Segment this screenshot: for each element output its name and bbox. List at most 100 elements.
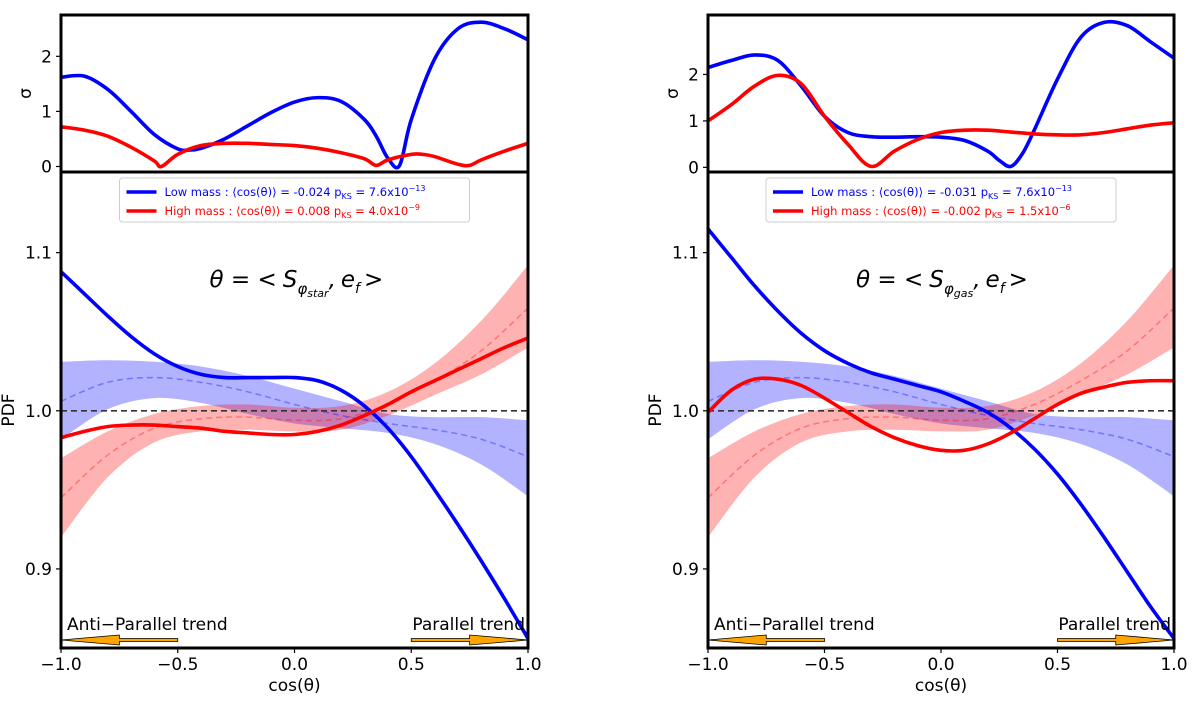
legend-eq: = 4.0x10: [352, 204, 409, 218]
parallel-arrow: [1057, 634, 1175, 646]
legend-sub: KS: [992, 211, 1002, 220]
formula-sub-name: gas: [954, 287, 974, 300]
xtick-label: −1.0: [687, 655, 728, 675]
legend-eq: = 7.6x10: [998, 185, 1055, 199]
pdf-line-low-mass: [708, 227, 1174, 640]
legend-entry: High mass : ⟨cos(θ)⟩ = -0.002 pKS = 1.5x…: [811, 203, 1071, 220]
formula-close: >: [1009, 267, 1028, 293]
sigma-line-low-mass: [708, 19, 1174, 169]
xtick-label: −1.0: [40, 655, 81, 675]
legend-exp: −9: [408, 203, 420, 212]
legend-sub: KS: [988, 192, 998, 201]
main-ytick-label: 1.1: [25, 244, 52, 264]
sigma-axes-frame: [706, 13, 1176, 174]
legend: Low mass : ⟨cos(θ)⟩ = -0.024 pKS = 7.6x1…: [119, 177, 470, 223]
xtick-label: 0.5: [398, 655, 425, 675]
sigma-plot-area: [61, 20, 528, 170]
formula-sub-name: star: [307, 287, 330, 300]
main-axes-frame: [706, 170, 1176, 650]
sigma-ylabel: σ: [16, 88, 36, 99]
legend-frame: [765, 177, 1117, 223]
panel-right: 0 1 2σ Anti−Parallel trend Parallel trend 0.9…: [646, 13, 1188, 696]
formula-comma: ,: [329, 267, 336, 293]
legend-eq: = 1.5x10: [1002, 204, 1059, 218]
pdf-ylabel: PDF: [0, 393, 19, 426]
anti-parallel-label: Anti−Parallel trend: [714, 615, 875, 635]
formula-sub-phi: φ: [297, 280, 307, 298]
formula-sub-f: f: [355, 281, 362, 297]
main-plot-area: [61, 265, 528, 640]
theta-formula: θ = < Sφgas, ef >: [856, 267, 1028, 300]
legend-exp: −6: [1059, 203, 1071, 212]
legend-label: Low mass : ⟨cos(θ)⟩ = -0.031 p: [811, 185, 988, 199]
band-median-random-low-mass: [708, 376, 1174, 458]
legend-frame: [119, 177, 470, 223]
parallel-arrow: [410, 634, 529, 646]
legend-sub: KS: [341, 211, 351, 220]
band-median-random-high-mass: [708, 307, 1174, 499]
formula-comma: ,: [973, 267, 980, 293]
pdf-ylabel: PDF: [646, 393, 666, 426]
band-random-low-mass: [61, 360, 528, 497]
xtick-label: 1.0: [1160, 655, 1187, 675]
band-median-random-low-mass: [61, 376, 528, 458]
main-ytick-label: 0.9: [672, 560, 699, 580]
formula-vector-s: S: [929, 267, 944, 293]
anti-parallel-label: Anti−Parallel trend: [67, 615, 228, 635]
theta-formula: θ = < Sφstar, ef >: [210, 267, 384, 300]
sigma-ylabel: σ: [663, 88, 683, 99]
anti-parallel-arrow: [60, 634, 179, 646]
main-ytick-label: 1.0: [672, 402, 699, 422]
legend: Low mass : ⟨cos(θ)⟩ = -0.031 pKS = 7.6x1…: [765, 177, 1117, 223]
legend-exp: −13: [1055, 184, 1072, 193]
legend-label: Low mass : ⟨cos(θ)⟩ = -0.024 p: [165, 185, 342, 199]
parallel-label: Parallel trend: [1058, 615, 1171, 635]
x-axis-label: cos(θ): [915, 676, 967, 696]
parallel-label: Parallel trend: [412, 615, 525, 635]
band-random-low-mass: [708, 360, 1174, 497]
formula-sub-phi: φ: [944, 280, 954, 298]
sigma-ytick-label: 1: [41, 102, 52, 122]
sigma-line-low-mass: [61, 20, 528, 170]
pdf-line-high-mass: [708, 376, 1174, 453]
sigma-ytick-label: 0: [688, 158, 699, 178]
sigma-line-high-mass: [61, 125, 528, 169]
formula-sub-f: f: [1000, 281, 1007, 297]
formula-vector-e: e: [341, 267, 355, 293]
xtick-label: 0.5: [1044, 655, 1071, 675]
pdf-line-high-mass: [61, 336, 528, 440]
xtick-label: 0.0: [927, 655, 954, 675]
formula-vector-s: S: [283, 267, 298, 293]
formula-theta: θ = <: [856, 267, 923, 293]
sigma-ytick-label: 0: [41, 157, 52, 177]
legend-label: High mass : ⟨cos(θ)⟩ = -0.002 p: [811, 204, 992, 218]
formula-theta: θ = <: [210, 267, 277, 293]
legend-exp: −13: [409, 184, 426, 193]
panel-left: 0 1 2 σ Anti−Parallel trend Parallel trend 0.9…: [0, 13, 542, 696]
sigma-ytick-label: 2: [41, 47, 52, 67]
pdf-line-low-mass: [61, 270, 528, 640]
main-ytick-label: 1.1: [672, 244, 699, 264]
xtick-label: 1.0: [514, 655, 541, 675]
legend-entry: High mass : ⟨cos(θ)⟩ = 0.008 pKS = 4.0x1…: [165, 203, 420, 220]
legend-eq: = 7.6x10: [352, 185, 409, 199]
main-ytick-label: 1.0: [25, 402, 52, 422]
legend-entry: Low mass : ⟨cos(θ)⟩ = -0.031 pKS = 7.6x1…: [811, 184, 1072, 201]
formula-vector-e: e: [986, 267, 1000, 293]
main-axes-frame: [59, 170, 530, 650]
legend-entry: Low mass : ⟨cos(θ)⟩ = -0.024 pKS = 7.6x1…: [165, 184, 426, 201]
anti-parallel-arrow: [707, 634, 825, 646]
legend-sub: KS: [342, 192, 352, 201]
xtick-label: −0.5: [804, 655, 845, 675]
formula-close: >: [364, 267, 383, 293]
sigma-plot-area: [708, 19, 1174, 169]
sigma-ytick-label: 2: [688, 65, 699, 85]
xtick-label: −0.5: [157, 655, 198, 675]
sigma-ytick-label: 1: [688, 112, 699, 132]
x-axis-label: cos(θ): [268, 676, 320, 696]
legend-label: High mass : ⟨cos(θ)⟩ = 0.008 p: [165, 204, 342, 218]
xtick-label: 0.0: [281, 655, 308, 675]
sigma-line-high-mass: [708, 73, 1174, 169]
main-plot-area: [708, 227, 1174, 640]
